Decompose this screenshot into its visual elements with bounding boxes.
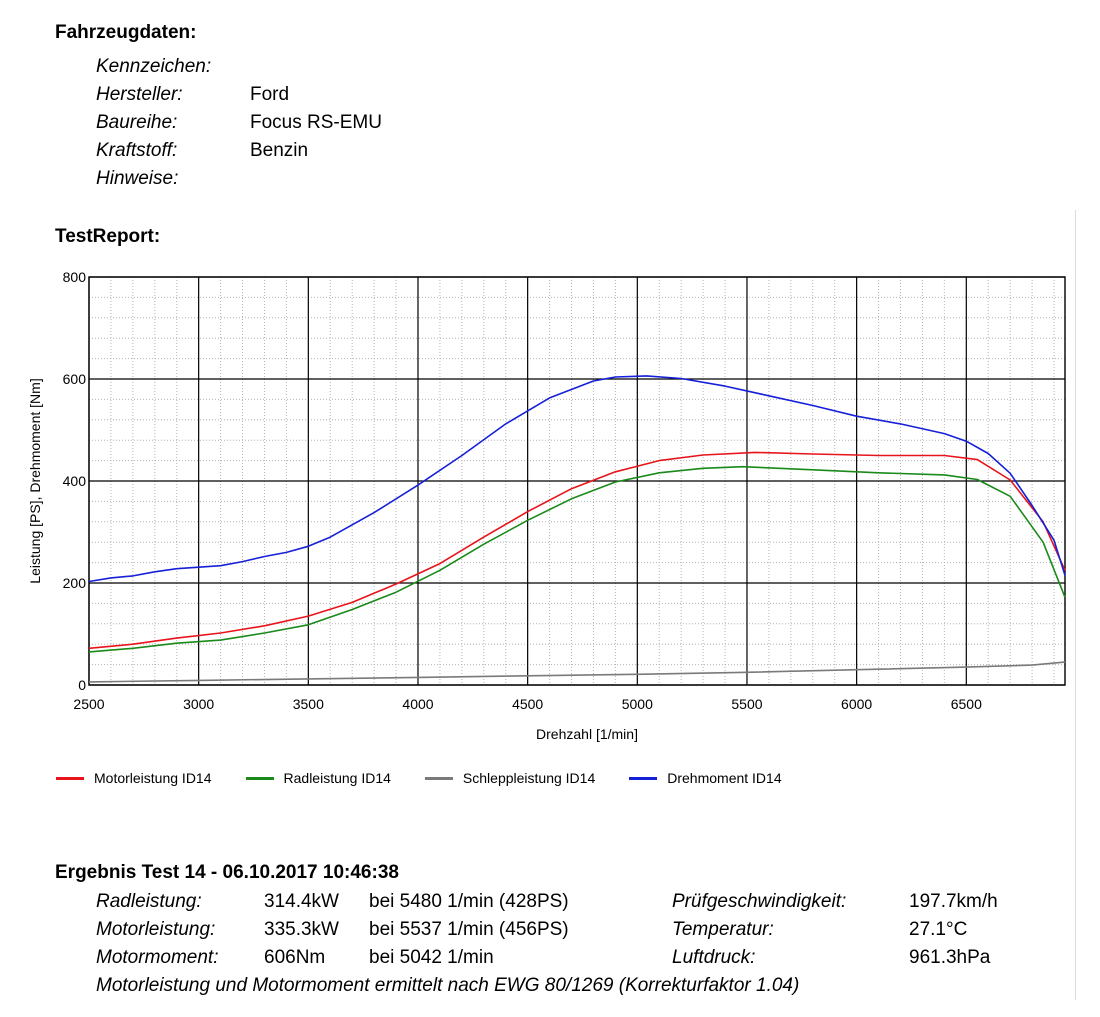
x-tick-label: 3500 (293, 696, 324, 712)
x-tick-label: 5000 (622, 696, 653, 712)
x-tick-label: 6500 (951, 696, 982, 712)
legend-swatch-drehmoment (629, 776, 658, 780)
y-tick-label: 600 (63, 371, 87, 387)
series-line-0 (88, 451, 1066, 650)
result-label-motorleistung: Motorleistung: (96, 919, 216, 940)
legend-swatch-motorleistung (56, 776, 84, 780)
result-label-temperature: Temperatur: (672, 919, 774, 940)
legend-item-schleppleistung: Schleppleistung ID14 (424, 770, 596, 786)
result-detail-radleistung: bei 5480 1/min (428PS) (369, 891, 569, 912)
y-tick-label: 800 (63, 269, 87, 285)
vehicle-heading: Fahrzeugdaten: (55, 22, 197, 43)
vehicle-label-manufacturer: Hersteller: (96, 84, 183, 105)
result-label-radleistung: Radleistung: (96, 891, 202, 912)
result-label-pressure: Luftdruck: (672, 947, 756, 968)
x-tick-label: 6000 (841, 696, 872, 712)
vehicle-label-plate: Kennzeichen: (96, 56, 212, 77)
result-note: Motorleistung und Motormoment ermittelt … (96, 975, 800, 996)
vehicle-value-fuel: Benzin (250, 140, 309, 161)
x-tick-label: 3000 (183, 696, 214, 712)
page-edge-line (1075, 210, 1076, 1000)
plot-frame (88, 276, 1066, 686)
vehicle-value-series: Focus RS-EMU (250, 112, 382, 133)
dyno-chart: 2500 3000 3500 4000 4500 5000 5500 6000 6500 0 200… (27, 269, 1066, 742)
result-value-pressure: 961.3hPa (909, 947, 991, 968)
legend-swatch-radleistung (245, 776, 274, 780)
result-detail-motorleistung: bei 5537 1/min (456PS) (369, 919, 569, 940)
y-axis-label: Leistung [PS], Drehmoment [Nm] (27, 378, 43, 583)
legend-label-schleppleistung: Schleppleistung ID14 (462, 770, 596, 786)
legend-label-radleistung: Radleistung ID14 (283, 770, 391, 786)
vehicle-label-notes: Hinweise: (96, 168, 179, 189)
legend-item-drehmoment: Drehmoment ID14 (629, 770, 782, 786)
x-axis-label: Drehzahl [1/min] (536, 726, 638, 742)
chart-legend: Motorleistung ID14 Radleistung ID14 Schl… (56, 770, 816, 786)
y-tick-label: 400 (63, 473, 87, 489)
result-value-speed: 197.7km/h (909, 891, 998, 912)
vehicle-value-manufacturer: Ford (250, 84, 290, 105)
result-detail-motormoment: bei 5042 1/min (369, 947, 494, 968)
series-line-2 (88, 661, 1066, 683)
x-tick-label: 4000 (402, 696, 433, 712)
y-tick-label: 200 (63, 575, 87, 591)
legend-label-drehmoment: Drehmoment ID14 (667, 770, 782, 786)
results-heading: Ergebnis Test 14 - 06.10.2017 10:46:38 (55, 862, 399, 883)
x-tick-label: 4500 (512, 696, 543, 712)
result-label-motormoment: Motormoment: (96, 947, 219, 968)
result-label-speed: Prüfgeschwindigkeit: (672, 891, 847, 912)
legend-item-radleistung: Radleistung ID14 (245, 770, 391, 786)
y-tick-label: 0 (78, 677, 86, 693)
series-line-3 (88, 375, 1066, 583)
x-tick-label: 2500 (73, 696, 104, 712)
report-heading: TestReport: (55, 226, 161, 247)
result-value-temperature: 27.1°C (909, 919, 968, 940)
result-value-motormoment: 606Nm (264, 947, 326, 968)
x-tick-label: 5500 (731, 696, 762, 712)
vehicle-label-series: Baureihe: (96, 112, 178, 133)
series-line-1 (88, 465, 1066, 653)
vehicle-label-fuel: Kraftstoff: (96, 140, 178, 161)
legend-swatch-schleppleistung (424, 776, 453, 780)
legend-label-motorleistung: Motorleistung ID14 (94, 770, 212, 786)
result-value-motorleistung: 335.3kW (264, 919, 339, 940)
legend-item-motorleistung: Motorleistung ID14 (56, 770, 212, 786)
result-value-radleistung: 314.4kW (264, 891, 339, 912)
